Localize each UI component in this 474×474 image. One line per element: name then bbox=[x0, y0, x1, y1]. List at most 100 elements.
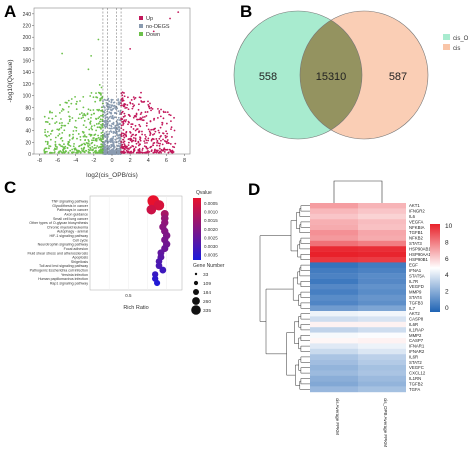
down-point bbox=[63, 147, 66, 150]
down-point bbox=[49, 145, 52, 148]
down-point bbox=[71, 148, 74, 151]
up-point bbox=[148, 130, 151, 133]
gene-number-legend-title: Gene Number bbox=[193, 263, 225, 269]
no-degs-point bbox=[118, 145, 121, 148]
venn-legend-swatch-2 bbox=[443, 44, 450, 50]
up-point bbox=[122, 128, 125, 131]
up-point bbox=[164, 111, 167, 114]
heatmap-row-label-30: VEGFC bbox=[409, 365, 424, 370]
no-degs-point bbox=[107, 140, 110, 143]
no-degs-point bbox=[102, 100, 104, 103]
down-point bbox=[97, 151, 99, 154]
up-point bbox=[146, 150, 149, 153]
down-point bbox=[101, 145, 104, 148]
down-point bbox=[83, 114, 86, 116]
up-point bbox=[127, 113, 130, 116]
up-point bbox=[147, 128, 150, 131]
heatmap-row-label-8: HSP90AB1 bbox=[409, 246, 431, 251]
no-degs-point bbox=[107, 148, 110, 151]
no-degs-point bbox=[105, 131, 108, 133]
heatmap-cell-8-1 bbox=[358, 246, 406, 252]
no-degs-point bbox=[104, 114, 106, 117]
up-point bbox=[132, 151, 134, 154]
heatmap-cell-18-0 bbox=[310, 300, 358, 306]
up-point bbox=[162, 117, 165, 120]
gene-number-legend-dot-0 bbox=[194, 272, 198, 276]
no-degs-point bbox=[105, 121, 107, 124]
bubble-category-label-0: TNF signaling pathway bbox=[51, 200, 88, 204]
up-point bbox=[123, 95, 126, 98]
no-degs-point bbox=[102, 129, 104, 132]
up-point bbox=[146, 111, 149, 113]
up-point bbox=[170, 126, 173, 129]
heatmap-cell-22-0 bbox=[310, 321, 358, 328]
down-point bbox=[88, 133, 91, 136]
gene-number-legend-dot-2 bbox=[193, 289, 199, 295]
up-point bbox=[138, 130, 140, 133]
bubble-category-label-9: Cell cycle bbox=[73, 238, 88, 242]
down-point bbox=[93, 124, 96, 127]
up-point bbox=[132, 137, 135, 139]
no-degs-point bbox=[110, 145, 113, 148]
no-degs-point bbox=[117, 153, 120, 155]
volcano-y-tick-label-0: 0 bbox=[28, 152, 31, 158]
no-degs-point bbox=[105, 116, 107, 119]
down-point bbox=[100, 106, 103, 109]
qvalue-legend-tick-0: 0.0005 bbox=[204, 201, 218, 206]
up-point bbox=[129, 139, 132, 142]
gene-number-legend-label-4: 335 bbox=[203, 308, 211, 314]
down-point bbox=[85, 135, 88, 138]
heatmap-cell-3-1 bbox=[358, 219, 406, 225]
down-point bbox=[95, 118, 98, 121]
down-point bbox=[74, 147, 77, 150]
heatmap-color-bar bbox=[430, 224, 440, 312]
down-point bbox=[79, 100, 81, 102]
no-degs-point bbox=[112, 132, 115, 134]
up-point bbox=[135, 113, 138, 116]
bubble-category-label-5: Other types of O-glycan biosynthesis bbox=[29, 221, 88, 225]
heatmap-color-legend: 10 8 6 4 2 0 bbox=[430, 223, 453, 312]
down-point bbox=[82, 106, 85, 109]
down-point bbox=[45, 134, 47, 137]
up-point bbox=[139, 139, 142, 142]
heatmap-cell-7-0 bbox=[310, 240, 358, 247]
down-point bbox=[89, 123, 92, 125]
down-point bbox=[43, 149, 46, 152]
venn-intersection-count: 15310 bbox=[316, 71, 347, 83]
down-point bbox=[51, 129, 54, 132]
no-degs-point bbox=[113, 116, 116, 119]
up-point bbox=[150, 109, 152, 112]
up-point bbox=[133, 104, 136, 107]
heatmap-row-dendrogram-branch bbox=[299, 224, 310, 233]
heatmap-row-label-5: TGFB1 bbox=[409, 230, 423, 235]
heatmap-cell-25-1 bbox=[358, 338, 406, 344]
up-point bbox=[147, 100, 149, 103]
up-point bbox=[149, 102, 151, 105]
volcano-y-tick-label-5: 100 bbox=[23, 94, 32, 100]
heatmap-row-dendrogram-branch bbox=[297, 244, 301, 258]
down-point bbox=[81, 149, 84, 152]
down-point bbox=[60, 110, 63, 112]
down-point bbox=[90, 125, 93, 128]
up-point bbox=[121, 145, 124, 148]
heatmap-cell-16-0 bbox=[310, 289, 358, 295]
down-point bbox=[61, 122, 63, 124]
volcano-y-tick-label-7: 140 bbox=[23, 70, 32, 76]
down-point bbox=[98, 108, 100, 111]
no-degs-point bbox=[112, 122, 115, 124]
up-point bbox=[125, 147, 128, 149]
heatmap-row-label-23: IL1RAP bbox=[409, 327, 424, 332]
down-point bbox=[49, 110, 51, 113]
up-point bbox=[130, 123, 133, 126]
heatmap-cell-32-0 bbox=[310, 375, 358, 382]
gene-number-legend-dot-1 bbox=[193, 280, 199, 286]
heatmap-row-label-10: HSP90B1 bbox=[409, 257, 428, 262]
up-point bbox=[158, 137, 161, 140]
up-point bbox=[151, 108, 154, 110]
down-point bbox=[53, 149, 56, 151]
down-point bbox=[75, 103, 78, 105]
heatmap-cell-7-1 bbox=[358, 240, 406, 247]
down-point bbox=[95, 129, 98, 132]
up-point bbox=[131, 107, 134, 110]
no-degs-point bbox=[107, 152, 110, 155]
